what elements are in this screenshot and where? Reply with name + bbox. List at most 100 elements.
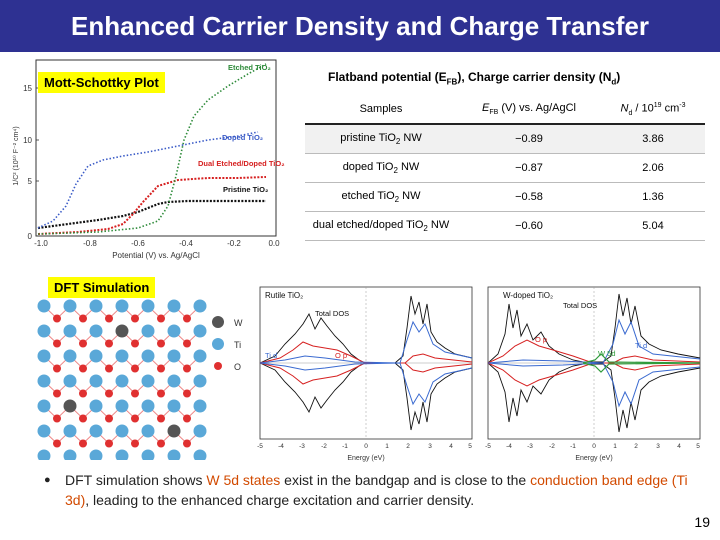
ti-atom [37, 349, 51, 363]
o-atom [105, 439, 113, 448]
o-atom [53, 364, 61, 373]
o-atom [157, 314, 165, 323]
svg-text:-3: -3 [527, 443, 533, 450]
label-dual: Dual Etched/Doped TiO₂ [198, 159, 285, 168]
ti-atom [63, 424, 77, 438]
o-atom [131, 339, 139, 348]
ti-atom [167, 399, 181, 413]
ti-atom [141, 449, 155, 460]
lattice [37, 299, 207, 460]
ti-atom [89, 424, 103, 438]
table-row: pristine TiO2 NW −0.89 3.86 [305, 124, 705, 154]
ti-atom [89, 399, 103, 413]
x-axis-label: Potential (V) vs. Ag/AgCl [112, 251, 200, 260]
svg-text:3: 3 [656, 443, 660, 450]
series-dual [37, 176, 267, 235]
ti-atom [193, 349, 207, 363]
o-atom [183, 314, 191, 323]
o-atom [79, 414, 87, 423]
y-tick: 5 [28, 177, 33, 186]
ti-atom [63, 374, 77, 388]
svg-text:3: 3 [428, 443, 432, 450]
dos1-total: Total DOS [315, 309, 349, 318]
ti-atom [167, 299, 181, 313]
ti-atom [37, 324, 51, 338]
o-atom [53, 389, 61, 398]
label-etched: Etched TiO₂ [228, 63, 271, 72]
svg-text:-5: -5 [257, 443, 263, 450]
svg-text:-4: -4 [506, 443, 512, 450]
y-axis-label: 1/C² (10¹⁰ F⁻² cm⁴) [12, 126, 20, 185]
o-atom [157, 414, 165, 423]
svg-text:-1: -1 [570, 443, 576, 450]
svg-text:-2: -2 [321, 443, 327, 450]
flatband-table: Samples EFB (V) vs. Ag/AgCl Nd / 1019 cm… [305, 95, 705, 241]
o-atom [183, 439, 191, 448]
o-atom [79, 364, 87, 373]
x-tick: 0.0 [268, 239, 280, 248]
ti-atom [115, 399, 129, 413]
o-atom [157, 364, 165, 373]
x-tick: -0.6 [131, 239, 145, 248]
y-tick: 15 [23, 84, 32, 93]
ti-atom [63, 299, 77, 313]
svg-text:0: 0 [592, 443, 596, 450]
o-atom [157, 439, 165, 448]
o-atom [105, 314, 113, 323]
ti-atom [193, 424, 207, 438]
dos2-w: W 5d [598, 349, 616, 358]
x-tick: -0.2 [227, 239, 241, 248]
ti-atom [141, 374, 155, 388]
ti-atom [141, 299, 155, 313]
o-atom [53, 439, 61, 448]
w-atom [63, 399, 77, 413]
dos-plot-w-doped: W-doped TiO₂ Total DOS O p Ti d W 5d -5 … [485, 286, 701, 462]
ti-atom [167, 349, 181, 363]
o-atom [53, 339, 61, 348]
ti-atom [115, 299, 129, 313]
svg-text:4: 4 [449, 443, 453, 450]
o-atom [105, 339, 113, 348]
svg-text:-2: -2 [549, 443, 555, 450]
legend-o: O [234, 362, 241, 372]
dos2-title: W-doped TiO₂ [503, 291, 553, 300]
svg-text:-1: -1 [342, 443, 348, 450]
svg-text:5: 5 [468, 443, 472, 450]
ti-atom [89, 449, 103, 460]
svg-text:1: 1 [613, 443, 617, 450]
o-atom [53, 314, 61, 323]
dft-simulation-label: DFT Simulation [48, 277, 156, 298]
ti-atom [141, 399, 155, 413]
ti-atom [115, 424, 129, 438]
crystal-structure: W Ti O [37, 299, 243, 460]
o-atom [157, 389, 165, 398]
legend-w: W [234, 318, 243, 328]
ti-atom [115, 349, 129, 363]
o-atom [131, 364, 139, 373]
ti-atom [37, 449, 51, 460]
svg-text:2: 2 [406, 443, 410, 450]
ti-atom [37, 399, 51, 413]
x-tick: -0.4 [179, 239, 193, 248]
y-tick: 10 [23, 136, 32, 145]
o-atom [105, 389, 113, 398]
slide-title: Enhanced Carrier Density and Charge Tran… [0, 0, 720, 52]
dos1-x-label: Energy (eV) [347, 455, 384, 462]
legend-ti: Ti [234, 340, 241, 350]
svg-text:0: 0 [364, 443, 368, 450]
dos2-x-label: Energy (eV) [575, 455, 612, 462]
dos2-ti: Ti d [635, 341, 647, 350]
x-tick: -0.8 [83, 239, 97, 248]
w-atom [167, 424, 181, 438]
dos-plot-rutile: Rutile TiO₂ Total DOS Ti d O p -5 -4 -3 … [257, 286, 473, 462]
o-atom [79, 439, 87, 448]
o-atom [79, 314, 87, 323]
ti-atom [167, 449, 181, 460]
o-atom [131, 389, 139, 398]
ti-atom [141, 349, 155, 363]
svg-text:2: 2 [634, 443, 638, 450]
svg-text:5: 5 [696, 443, 700, 450]
o-atom [183, 414, 191, 423]
o-atom [53, 414, 61, 423]
o-atom [157, 339, 165, 348]
